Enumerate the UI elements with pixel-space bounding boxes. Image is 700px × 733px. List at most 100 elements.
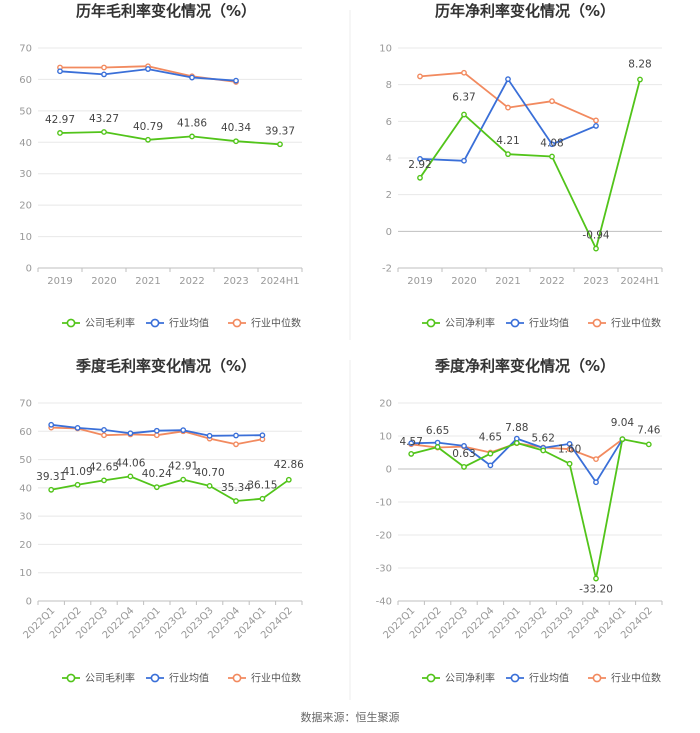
chart-title: 历年毛利率变化情况（%） [76, 2, 256, 20]
data-label: 7.46 [637, 424, 661, 436]
data-label: 36.15 [247, 480, 277, 492]
y-tick-label: 40 [19, 138, 32, 149]
x-tick-label: 2021 [495, 276, 520, 287]
y-tick-label: 20 [379, 399, 392, 410]
data-label: 4.57 [400, 436, 423, 448]
data-point [487, 450, 494, 457]
data-label: 5.62 [532, 432, 555, 444]
legend-label: 行业均值 [529, 672, 569, 685]
y-tick-label: 10 [19, 232, 32, 243]
data-point [101, 432, 107, 439]
data-point [593, 123, 599, 129]
series-line [419, 78, 597, 162]
data-point [206, 432, 213, 439]
y-tick-label: 50 [19, 455, 32, 466]
y-tick-label: 10 [379, 44, 392, 55]
legend-label: 行业均值 [169, 317, 209, 330]
data-point [127, 473, 134, 480]
data-point [101, 64, 107, 71]
data-label: 41.09 [63, 466, 93, 478]
data-point [74, 481, 81, 488]
x-tick-label: 2024H1 [620, 276, 659, 287]
legend-swatch-marker [592, 673, 602, 683]
y-tick-label: 0 [26, 597, 32, 608]
data-label: 35.34 [221, 482, 251, 494]
data-label: 4.08 [540, 138, 563, 150]
legend-swatch-marker [592, 318, 602, 328]
data-point [593, 479, 599, 486]
data-point [101, 71, 107, 78]
y-tick-label: 0 [386, 227, 392, 238]
data-point [417, 174, 423, 181]
data-point [408, 440, 415, 447]
data-point [461, 69, 467, 76]
legend-label: 行业中位数 [251, 317, 301, 330]
chart-1: 历年毛利率变化情况（%） 0 10 20 30 40 50 60 70 2019 2020 2021 2… [19, 2, 303, 330]
legend-swatch-marker [426, 318, 436, 328]
data-label: 42.91 [168, 461, 198, 473]
data-point [566, 460, 573, 467]
data-point [461, 111, 467, 118]
y-tick-label: 10 [379, 432, 392, 443]
data-point [48, 486, 55, 493]
data-point [189, 133, 195, 140]
y-tick-label: 20 [19, 201, 32, 212]
data-point [505, 104, 511, 111]
data-point [513, 440, 520, 446]
y-tick-label: 30 [19, 512, 32, 523]
legend-label: 公司净利率 [445, 672, 495, 685]
series-line [410, 438, 649, 580]
data-label: 40.70 [195, 467, 225, 479]
data-point [566, 446, 573, 453]
legend-swatch-marker [510, 318, 520, 328]
chart-title: 季度毛利率变化情况（%） [76, 357, 256, 375]
legend-label: 公司毛利率 [85, 317, 135, 330]
data-label: 40.24 [142, 468, 172, 480]
x-tick-label: 2020 [451, 276, 476, 287]
legend-label: 行业中位数 [611, 672, 661, 685]
y-tick-label: 60 [19, 427, 32, 438]
legend-label: 行业均值 [169, 672, 209, 685]
data-label: 42.86 [274, 459, 304, 471]
chart-title: 历年净利率变化情况（%） [435, 2, 615, 20]
x-tick-label: 2023 [583, 276, 608, 287]
data-point [434, 444, 441, 450]
legend-swatch-marker [150, 673, 160, 683]
data-point [57, 130, 63, 136]
data-point [566, 441, 573, 447]
data-point [434, 439, 441, 446]
x-tick-label: 2022 [539, 276, 564, 287]
data-label: 4.21 [496, 135, 519, 147]
data-label: 42.65 [89, 461, 119, 473]
data-point [145, 66, 151, 72]
data-label: 4.65 [479, 432, 502, 444]
data-label: 39.37 [265, 125, 295, 137]
legend-swatch-marker [232, 318, 242, 328]
chart-title: 季度净利率变化情况（%） [435, 357, 615, 375]
data-label: 6.37 [452, 92, 475, 104]
data-point [259, 432, 266, 439]
data-point [145, 136, 151, 143]
legend-label: 行业中位数 [251, 672, 301, 685]
data-point [233, 441, 239, 448]
chart-4: 季度净利率变化情况（%）-40-30-20-10010202022Q12022Q… [376, 357, 663, 685]
x-tick-label: 2019 [47, 276, 72, 287]
data-point [461, 157, 467, 164]
data-point [48, 421, 55, 428]
legend-swatch-marker [150, 318, 160, 328]
y-tick-label: 10 [19, 568, 32, 579]
data-point [549, 98, 555, 105]
series-line [59, 131, 281, 146]
y-tick-label: 30 [19, 169, 32, 180]
data-point [74, 424, 81, 431]
x-tick-label: 2021 [135, 276, 160, 287]
data-label: 8.28 [628, 59, 651, 71]
data-point [101, 477, 107, 484]
legend-label: 公司毛利率 [85, 672, 135, 685]
legend-swatch-marker [66, 673, 76, 683]
y-tick-label: 2 [386, 190, 392, 201]
data-point [153, 484, 160, 491]
y-tick-label: 70 [19, 44, 32, 55]
y-tick-label: 20 [19, 540, 32, 551]
